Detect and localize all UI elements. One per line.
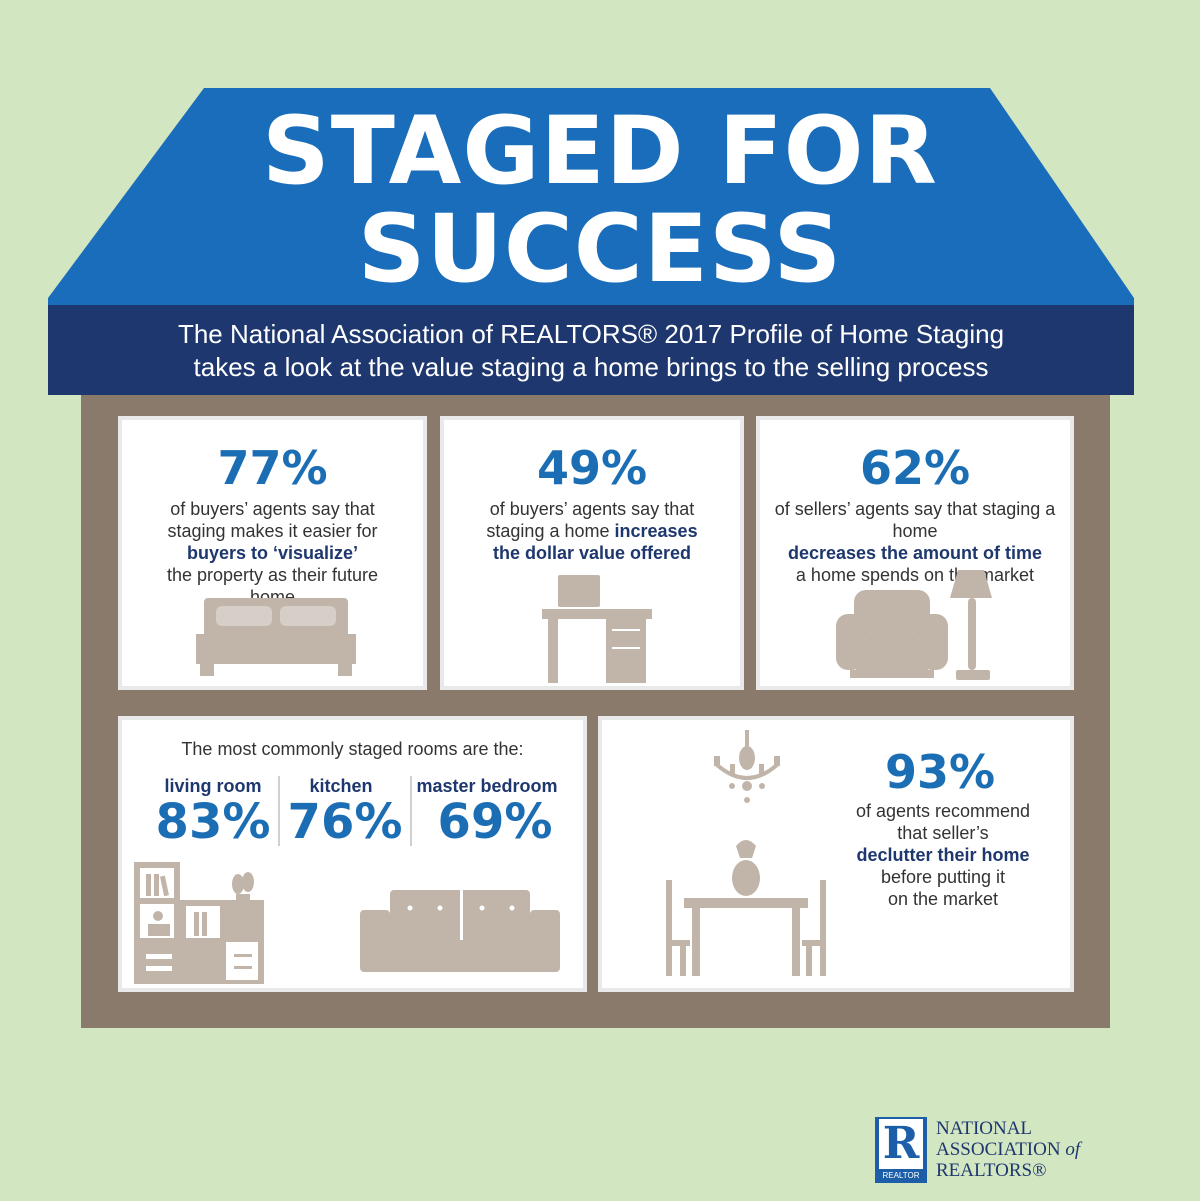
stat-percent: 77%	[217, 441, 328, 495]
rooms-card: The most commonly staged rooms are the: …	[118, 716, 587, 992]
divider	[410, 776, 412, 846]
room-pct-master-bedroom: 69%	[437, 794, 553, 850]
stat-card-time-on-market: 62% of sellers’ agents say that staging …	[756, 416, 1074, 690]
rooms-intro: The most commonly staged rooms are the:	[181, 739, 524, 759]
armchair-lamp-icon	[836, 570, 992, 680]
bookshelf-icon	[134, 862, 264, 984]
stat-card-visualize: 77% of buyers’ agents say that staging m…	[118, 416, 427, 690]
room-pct-kitchen: 76%	[287, 794, 403, 850]
stat-description: of buyers’ agents say that staging a hom…	[486, 499, 698, 563]
roof	[48, 88, 1134, 305]
declutter-percent: 93%	[884, 745, 996, 799]
realtor-logo-mark: R REALTOR	[875, 1117, 927, 1183]
stat-card-dollar-value: 49% of buyers’ agents say that staging a…	[440, 416, 744, 690]
chandelier-icon	[714, 730, 780, 803]
room-label-living: living room	[164, 776, 262, 796]
plant-icon	[232, 872, 254, 908]
declutter-description: of agents recommend that seller’s declut…	[855, 801, 1031, 909]
subtitle-line2: takes a look at the value staging a home…	[193, 352, 989, 382]
desk-icon	[542, 575, 652, 683]
bed-icon	[196, 598, 356, 676]
room-label-kitchen: kitchen	[309, 776, 373, 796]
room-label-master-bedroom: master bedroom	[416, 776, 558, 796]
declutter-card: 93% of agents recommend that seller’s de…	[598, 716, 1074, 992]
realtor-mark-caption: REALTOR	[882, 1171, 920, 1180]
dining-table-icon	[666, 840, 826, 976]
sofa-icon	[360, 890, 560, 972]
stat-percent: 62%	[859, 441, 971, 495]
page-title-line2: SUCCESS	[357, 195, 843, 304]
divider	[278, 776, 280, 846]
subtitle-line1: The National Association of REALTORS® 20…	[177, 319, 1005, 349]
realtor-r-icon: R	[879, 1119, 923, 1169]
nar-logo-text: NATIONAL ASSOCIATION of REALTORS®	[936, 1118, 1081, 1181]
page-title-line1: STAGED FOR	[262, 97, 938, 206]
stat-percent: 49%	[536, 441, 648, 495]
subtitle-banner: The National Association of REALTORS® 20…	[48, 305, 1134, 395]
room-pct-living: 83%	[155, 794, 271, 850]
